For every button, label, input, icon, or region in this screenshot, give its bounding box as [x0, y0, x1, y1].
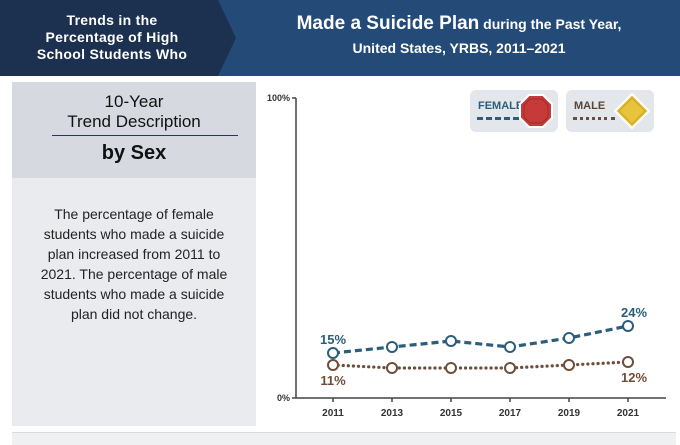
- legend-male-label: MALE: [574, 100, 606, 112]
- line-chart: 100% 0% 2011 2013 2015 2017 2019 2021 15%24%1…: [267, 93, 666, 419]
- title-line-1: 10-Year: [104, 92, 164, 111]
- x-axis-ticks: 2011 2013 2015 2017 2019 2021: [322, 398, 640, 419]
- yield-diamond-icon: [614, 93, 650, 129]
- header-title-rest: during the Past Year,: [479, 16, 622, 32]
- x-tick-label: 2011: [322, 408, 344, 419]
- male-point: [386, 362, 398, 374]
- header-topic-line-3: School Students Who: [36, 46, 188, 62]
- female-point: [504, 341, 516, 353]
- female-point: [386, 341, 398, 353]
- title-by-sex: by Sex: [101, 142, 167, 164]
- header-subtitle: United States, YRBS, 2011–2021: [352, 40, 566, 56]
- male-point: [504, 362, 516, 374]
- female-point: [563, 332, 575, 344]
- trend-description-title: 10-Year Trend Description: [12, 92, 256, 132]
- trend-description-text: The percentage of female students who ma…: [40, 206, 228, 322]
- female-label-last: 24%: [621, 305, 647, 320]
- x-tick-label: 2013: [381, 408, 404, 419]
- trend-description-title-box: 10-Year Trend Description by Sex: [12, 82, 256, 178]
- header-topic-line-1: Trends in the: [66, 12, 158, 28]
- male-point: [622, 356, 634, 368]
- title-line-2: Trend Description: [67, 112, 201, 131]
- female-point: [327, 347, 339, 359]
- header-title-line-1: Made a Suicide Plan during the Past Year…: [244, 12, 674, 36]
- female-point: [445, 335, 457, 347]
- legend-male: MALE: [566, 90, 654, 132]
- header-topic-text: Trends in the Percentage of High School …: [8, 12, 216, 63]
- male-label-first: 11%: [320, 373, 346, 388]
- header-title-bold: Made a Suicide Plan: [296, 13, 480, 34]
- trend-description-panel: 10-Year Trend Description by Sex The per…: [12, 82, 256, 426]
- series-group: 15% 24% 11% 12%: [320, 305, 647, 388]
- legend-male-swatch: [573, 117, 615, 120]
- header-bar: Trends in the Percentage of High School …: [0, 0, 680, 76]
- male-label-last: 12%: [621, 370, 647, 385]
- x-tick-label: 2021: [617, 408, 640, 419]
- x-tick-label: 2015: [440, 408, 463, 419]
- y-tick-label-top: 100%: [267, 93, 290, 103]
- x-tick-label: 2019: [558, 408, 581, 419]
- legend-female: FEMALE: [470, 90, 558, 132]
- header-title: Made a Suicide Plan during the Past Year…: [244, 12, 674, 58]
- male-point: [327, 359, 339, 371]
- header-topic-line-2: Percentage of High: [45, 29, 179, 45]
- male-series-line: [331, 360, 630, 370]
- male-point: [563, 359, 575, 371]
- female-point: [622, 320, 634, 332]
- x-tick-label: 2017: [499, 408, 522, 419]
- stop-sign-icon: [519, 94, 553, 128]
- bottom-strip: [12, 432, 676, 445]
- title-divider: [52, 135, 238, 136]
- y-axis-group: 100% 0%: [267, 93, 297, 403]
- legend-female-swatch: [477, 117, 519, 120]
- header-topic-box: Trends in the Percentage of High School …: [0, 0, 236, 76]
- male-point: [445, 362, 457, 374]
- y-tick-label-bottom: 0%: [277, 393, 290, 403]
- female-label-first: 15%: [320, 332, 346, 347]
- legend-female-label: FEMALE: [478, 100, 524, 112]
- female-series-line: [332, 324, 629, 355]
